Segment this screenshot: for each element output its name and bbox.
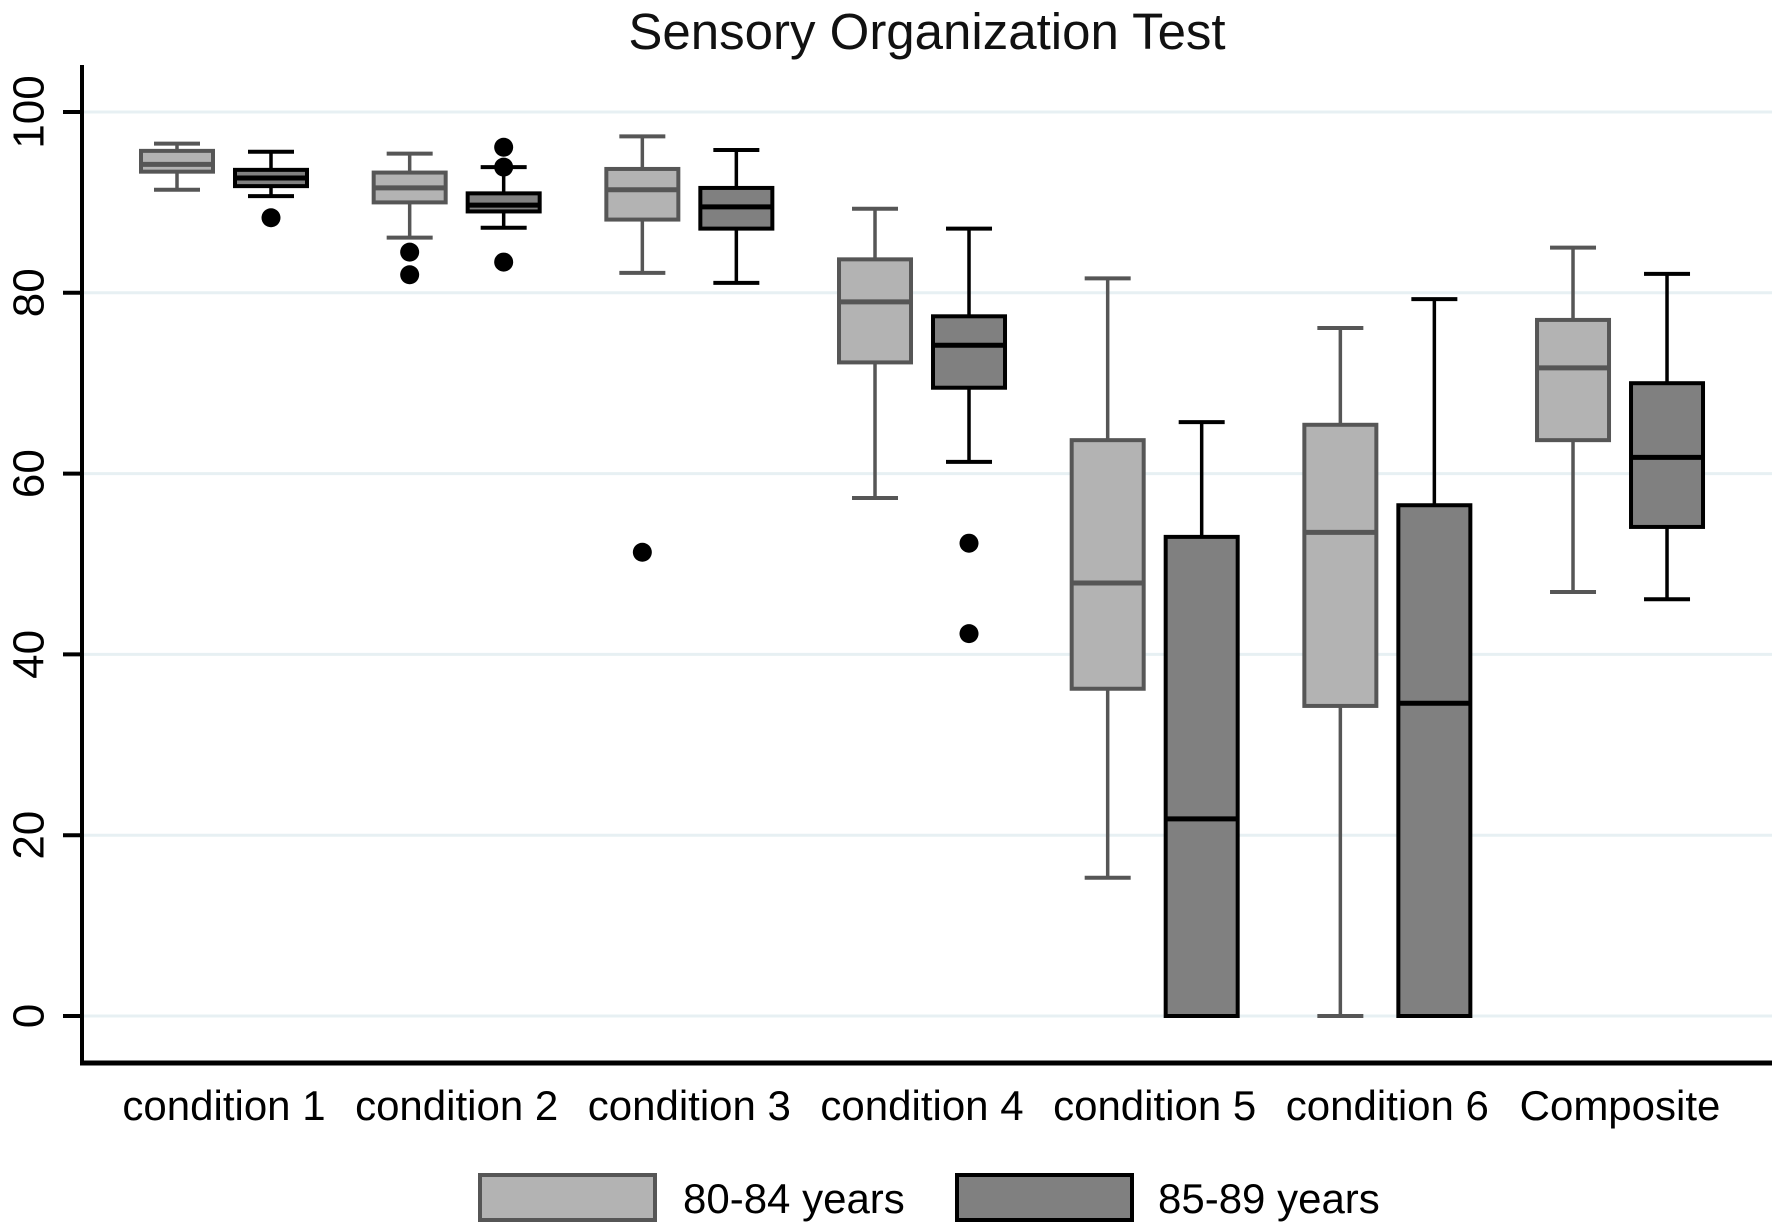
box-condition-4-85-89-years-iqr — [931, 314, 1008, 390]
y-tick-label-20: 20 — [5, 811, 54, 860]
box-condition-4-85-89-years-outlier-0 — [959, 533, 979, 553]
y-tick-label-80: 80 — [5, 268, 54, 317]
x-axis-label-Composite: Composite — [1520, 1082, 1721, 1129]
legend-label-80-84-years: 80-84 years — [683, 1175, 905, 1222]
box-condition-4-85-89-years-outlier-1 — [959, 624, 979, 644]
y-tick-label-40: 40 — [5, 630, 54, 679]
y-tick-label-100: 100 — [5, 75, 54, 148]
box-condition-2-80-84-years-outlier-1 — [400, 265, 420, 285]
box-condition-1-85-89-years-outlier-0 — [261, 208, 281, 228]
x-axis-label-condition-3: condition 3 — [588, 1082, 791, 1129]
box-condition-2-85-89-years-outlier-1 — [494, 157, 514, 177]
box-Composite-80-84-years-iqr — [1535, 317, 1612, 443]
x-axis-label-condition-4: condition 4 — [820, 1082, 1023, 1129]
box-condition-5-85-89-years-iqr — [1163, 534, 1240, 1018]
x-axis-label-condition-6: condition 6 — [1286, 1082, 1489, 1129]
chart-title: Sensory Organization Test — [628, 3, 1226, 60]
box-condition-3-80-84-years-outlier-0 — [632, 542, 652, 562]
legend: 80-84 years 85-89 years — [0, 1173, 1772, 1223]
legend-swatch-80-84-years — [478, 1173, 657, 1222]
legend-label-85-89-years: 85-89 years — [1158, 1175, 1380, 1222]
y-tick-label-0: 0 — [5, 1004, 54, 1028]
box-condition-6-85-89-years-iqr — [1396, 503, 1473, 1018]
box-condition-2-85-89-years-iqr — [465, 191, 542, 214]
box-condition-3-80-84-years-iqr — [604, 166, 681, 222]
box-condition-2-80-84-years-outlier-0 — [400, 242, 420, 262]
legend-swatch-85-89-years — [955, 1173, 1134, 1222]
x-axis-label-condition-1: condition 1 — [122, 1082, 325, 1129]
x-axis-label-condition-2: condition 2 — [355, 1082, 558, 1129]
box-condition-5-80-84-years-iqr — [1069, 438, 1146, 691]
y-tick-label-60: 60 — [5, 449, 54, 498]
box-condition-2-85-89-years-outlier-0 — [494, 137, 514, 157]
box-condition-2-85-89-years-outlier-2 — [494, 252, 514, 272]
box-condition-6-80-84-years-iqr — [1302, 422, 1379, 708]
x-axis-label-condition-5: condition 5 — [1053, 1082, 1256, 1129]
box-condition-4-80-84-years-iqr — [837, 257, 914, 365]
box-condition-1-80-84-years-iqr — [139, 148, 215, 174]
